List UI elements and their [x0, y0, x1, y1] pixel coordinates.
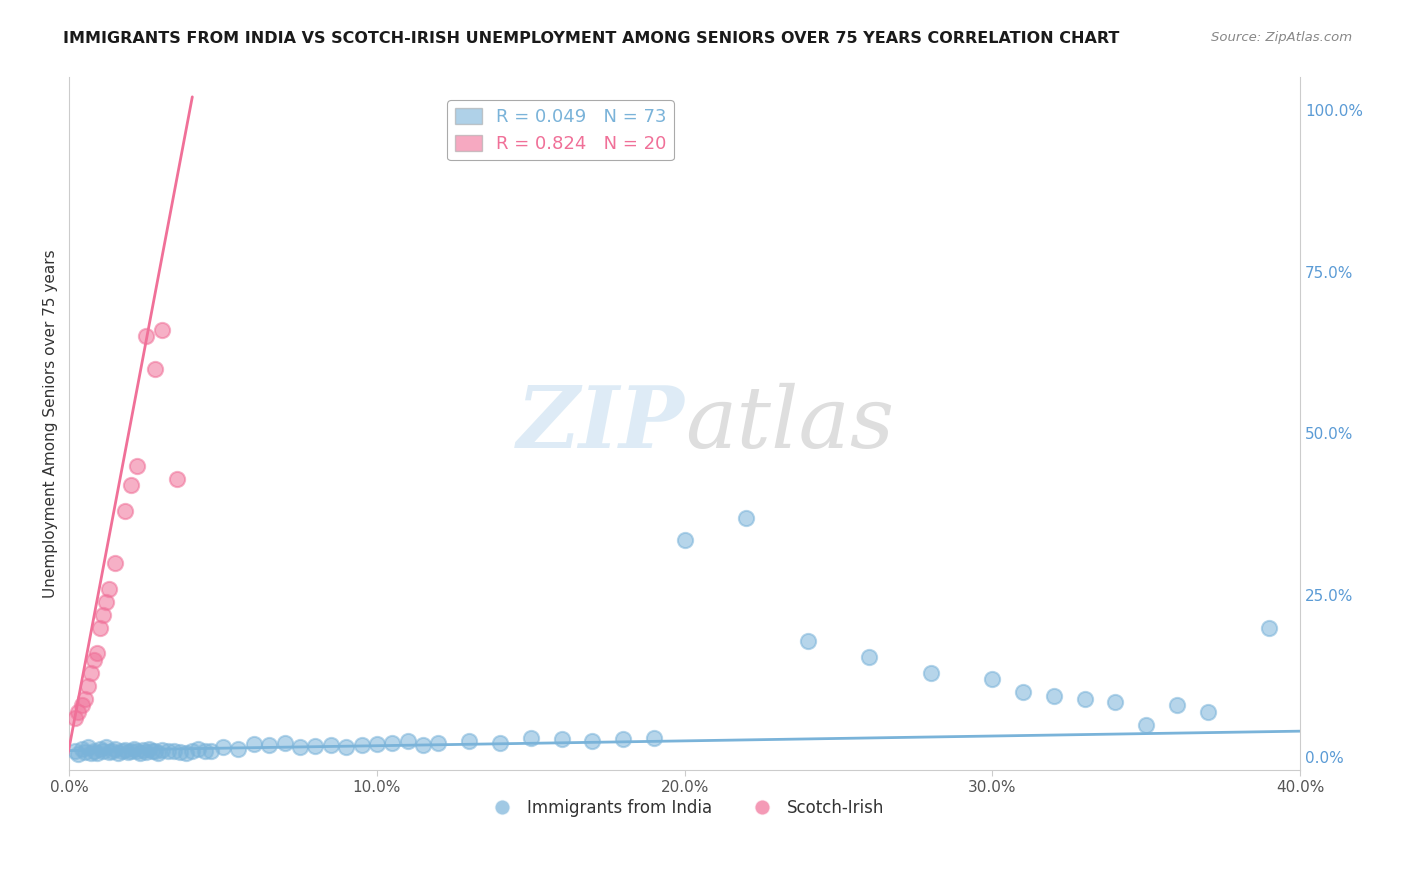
Point: [114, 504, 136, 518]
Point: [80, 665, 103, 680]
Point: [581, 734, 603, 748]
Point: [796, 633, 818, 648]
Point: [135, 745, 157, 759]
Point: [145, 744, 167, 758]
Point: [76, 740, 98, 755]
Point: [1073, 691, 1095, 706]
Point: [73, 745, 96, 759]
Point: [673, 533, 696, 548]
Point: [98, 582, 121, 596]
Point: [150, 743, 173, 757]
Point: [67, 747, 90, 761]
Point: [120, 478, 142, 492]
Point: [1197, 705, 1219, 719]
Legend: Immigrants from India, Scotch-Irish: Immigrants from India, Scotch-Irish: [478, 793, 891, 824]
Point: [156, 743, 179, 757]
Point: [145, 361, 167, 376]
Point: [89, 742, 111, 756]
Point: [858, 649, 880, 664]
Point: [212, 740, 235, 755]
Point: [91, 744, 114, 758]
Text: atlas: atlas: [685, 383, 894, 465]
Point: [381, 736, 404, 750]
Point: [70, 742, 93, 756]
Point: [200, 743, 222, 757]
Point: [174, 746, 197, 760]
Point: [110, 744, 132, 758]
Point: [98, 745, 121, 759]
Point: [80, 746, 103, 760]
Point: [70, 698, 93, 713]
Point: [125, 458, 148, 473]
Point: [228, 741, 250, 756]
Point: [981, 673, 1004, 687]
Point: [350, 739, 373, 753]
Point: [91, 607, 114, 622]
Point: [73, 691, 96, 706]
Point: [181, 743, 204, 757]
Point: [412, 739, 434, 753]
Point: [83, 653, 105, 667]
Text: ZIP: ZIP: [517, 382, 685, 466]
Point: [65, 711, 87, 725]
Point: [335, 740, 357, 755]
Point: [1135, 717, 1157, 731]
Point: [612, 731, 634, 746]
Point: [65, 743, 87, 757]
Point: [550, 731, 572, 746]
Point: [520, 731, 543, 745]
Point: [120, 743, 142, 757]
Point: [104, 556, 127, 570]
Point: [104, 742, 127, 756]
Point: [96, 740, 118, 755]
Point: [150, 323, 173, 337]
Point: [89, 621, 111, 635]
Point: [96, 595, 118, 609]
Point: [114, 743, 136, 757]
Point: [257, 739, 280, 753]
Point: [125, 744, 148, 758]
Point: [166, 472, 188, 486]
Point: [86, 647, 108, 661]
Text: IMMIGRANTS FROM INDIA VS SCOTCH-IRISH UNEMPLOYMENT AMONG SENIORS OVER 75 YEARS C: IMMIGRANTS FROM INDIA VS SCOTCH-IRISH UN…: [63, 31, 1119, 46]
Point: [643, 731, 665, 745]
Point: [735, 510, 758, 524]
Point: [83, 743, 105, 757]
Y-axis label: Unemployment Among Seniors over 75 years: Unemployment Among Seniors over 75 years: [44, 250, 58, 598]
Point: [194, 744, 217, 758]
Point: [1166, 698, 1188, 713]
Point: [1012, 685, 1035, 699]
Point: [366, 737, 388, 751]
Point: [67, 705, 90, 719]
Point: [141, 743, 163, 757]
Point: [148, 746, 170, 760]
Point: [458, 734, 481, 748]
Point: [132, 743, 155, 757]
Point: [1258, 621, 1281, 635]
Point: [169, 745, 191, 759]
Point: [135, 329, 157, 343]
Point: [427, 736, 450, 750]
Point: [288, 740, 311, 755]
Point: [304, 739, 326, 753]
Point: [187, 742, 209, 756]
Point: [243, 737, 266, 751]
Point: [117, 745, 139, 759]
Point: [86, 746, 108, 760]
Point: [122, 741, 145, 756]
Point: [107, 746, 129, 760]
Point: [1043, 689, 1066, 703]
Point: [138, 742, 160, 756]
Point: [129, 746, 152, 760]
Point: [273, 736, 295, 750]
Point: [396, 734, 419, 748]
Point: [319, 738, 342, 752]
Text: Source: ZipAtlas.com: Source: ZipAtlas.com: [1212, 31, 1353, 45]
Point: [489, 736, 512, 750]
Point: [76, 679, 98, 693]
Point: [101, 743, 124, 757]
Point: [920, 665, 942, 680]
Point: [163, 744, 186, 758]
Point: [1104, 695, 1126, 709]
